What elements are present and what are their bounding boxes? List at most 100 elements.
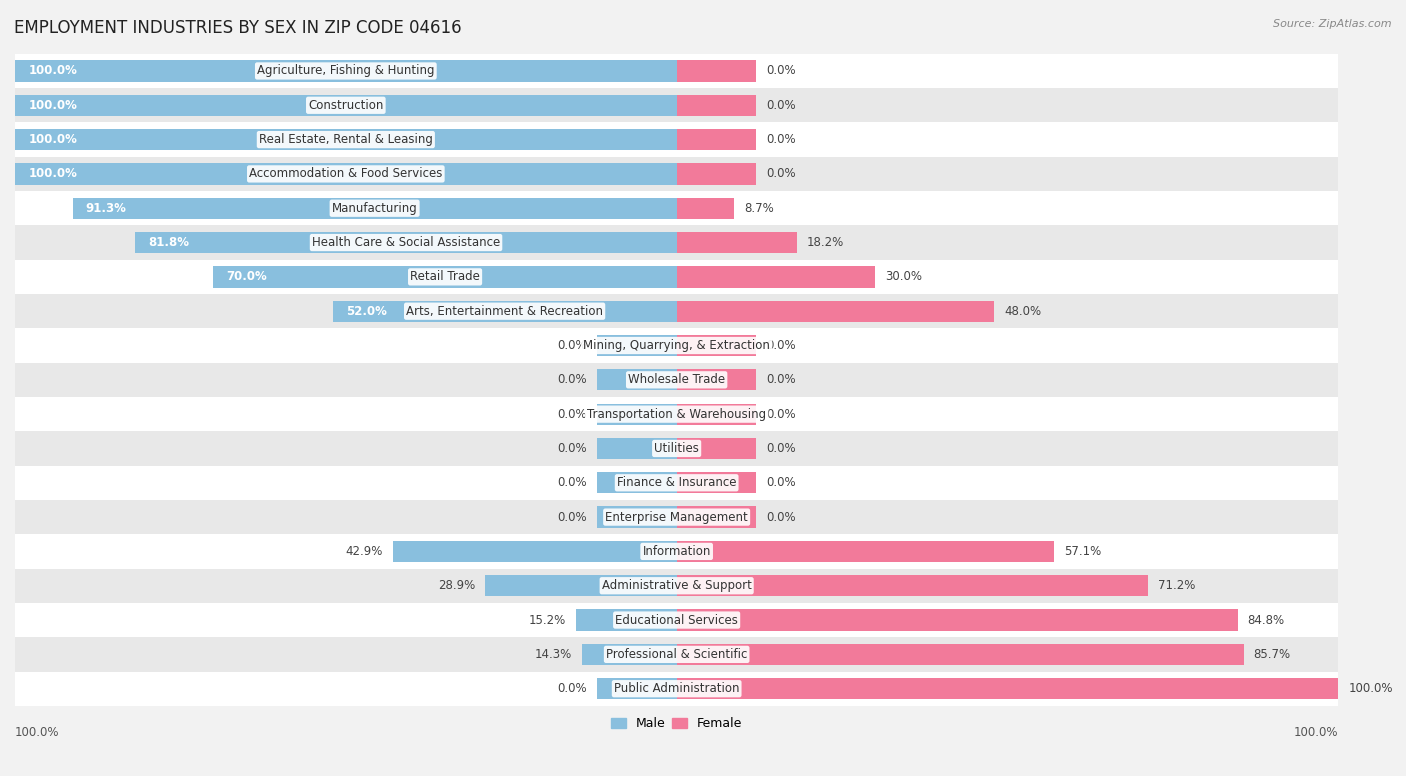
Text: 14.3%: 14.3% [534,648,572,661]
Text: 18.2%: 18.2% [807,236,844,249]
Text: Mining, Quarrying, & Extraction: Mining, Quarrying, & Extraction [583,339,770,352]
Bar [676,472,756,494]
Bar [676,61,756,81]
Text: 0.0%: 0.0% [766,133,796,146]
Text: Professional & Scientific: Professional & Scientific [606,648,748,661]
Bar [676,438,756,459]
Bar [15,397,1339,431]
Text: 0.0%: 0.0% [766,407,796,421]
Text: 100.0%: 100.0% [28,168,77,180]
Text: 0.0%: 0.0% [766,168,796,180]
Text: 0.0%: 0.0% [558,442,588,455]
Text: 0.0%: 0.0% [766,99,796,112]
Text: 100.0%: 100.0% [28,99,77,112]
Text: 0.0%: 0.0% [766,64,796,78]
Text: 100.0%: 100.0% [28,64,77,78]
Bar [676,266,875,288]
Text: 0.0%: 0.0% [558,476,588,490]
Bar [214,266,676,288]
Text: 100.0%: 100.0% [15,726,59,740]
Bar [598,404,676,424]
Bar [676,95,756,116]
Bar [15,260,1339,294]
Text: Public Administration: Public Administration [614,682,740,695]
Text: Retail Trade: Retail Trade [411,270,479,283]
Text: Agriculture, Fishing & Hunting: Agriculture, Fishing & Hunting [257,64,434,78]
Bar [598,507,676,528]
Bar [73,198,676,219]
Bar [676,129,756,151]
Bar [15,225,1339,260]
Text: 100.0%: 100.0% [28,133,77,146]
Text: Arts, Entertainment & Recreation: Arts, Entertainment & Recreation [406,305,603,317]
Bar [15,569,1339,603]
Text: Accommodation & Food Services: Accommodation & Food Services [249,168,443,180]
Bar [15,88,1339,123]
Bar [15,163,676,185]
Text: 8.7%: 8.7% [744,202,773,215]
Text: 0.0%: 0.0% [558,511,588,524]
Bar [676,507,756,528]
Bar [392,541,676,562]
Text: 30.0%: 30.0% [886,270,922,283]
Text: 0.0%: 0.0% [558,682,588,695]
Text: Transportation & Warehousing: Transportation & Warehousing [588,407,766,421]
Bar [676,678,1339,699]
Text: 0.0%: 0.0% [766,476,796,490]
Text: 0.0%: 0.0% [766,373,796,386]
Text: Construction: Construction [308,99,384,112]
Text: Enterprise Management: Enterprise Management [606,511,748,524]
Text: 0.0%: 0.0% [766,511,796,524]
Bar [15,328,1339,362]
Bar [15,362,1339,397]
Bar [15,671,1339,706]
Text: Health Care & Social Assistance: Health Care & Social Assistance [312,236,501,249]
Bar [676,644,1244,665]
Text: Wholesale Trade: Wholesale Trade [628,373,725,386]
Bar [676,198,734,219]
Bar [15,534,1339,569]
Bar [598,335,676,356]
Bar [15,157,1339,191]
Bar [15,466,1339,500]
Bar [676,163,756,185]
Bar [15,61,676,81]
Bar [15,123,1339,157]
Text: 91.3%: 91.3% [86,202,127,215]
Bar [15,294,1339,328]
Text: 70.0%: 70.0% [226,270,267,283]
Bar [676,300,994,322]
Text: Utilities: Utilities [654,442,699,455]
Bar [333,300,676,322]
Bar [676,335,756,356]
Text: 28.9%: 28.9% [439,579,475,592]
Text: Educational Services: Educational Services [616,614,738,626]
Text: 85.7%: 85.7% [1254,648,1291,661]
Text: 100.0%: 100.0% [1294,726,1339,740]
Bar [15,637,1339,671]
Text: Information: Information [643,545,711,558]
Legend: Male, Female: Male, Female [606,712,748,736]
Bar [15,95,676,116]
Bar [598,472,676,494]
Bar [676,541,1054,562]
Text: EMPLOYMENT INDUSTRIES BY SEX IN ZIP CODE 04616: EMPLOYMENT INDUSTRIES BY SEX IN ZIP CODE… [14,19,461,37]
Text: Finance & Insurance: Finance & Insurance [617,476,737,490]
Bar [15,129,676,151]
Text: 81.8%: 81.8% [149,236,190,249]
Bar [676,232,797,253]
Bar [15,603,1339,637]
Text: Real Estate, Rental & Leasing: Real Estate, Rental & Leasing [259,133,433,146]
Bar [676,575,1147,597]
Bar [676,404,756,424]
Text: Administrative & Support: Administrative & Support [602,579,752,592]
Text: 100.0%: 100.0% [1348,682,1393,695]
Bar [676,369,756,390]
Bar [485,575,676,597]
Bar [135,232,676,253]
Text: 57.1%: 57.1% [1064,545,1102,558]
Bar [576,609,676,631]
Text: 0.0%: 0.0% [766,339,796,352]
Text: 0.0%: 0.0% [766,442,796,455]
Text: 15.2%: 15.2% [529,614,567,626]
